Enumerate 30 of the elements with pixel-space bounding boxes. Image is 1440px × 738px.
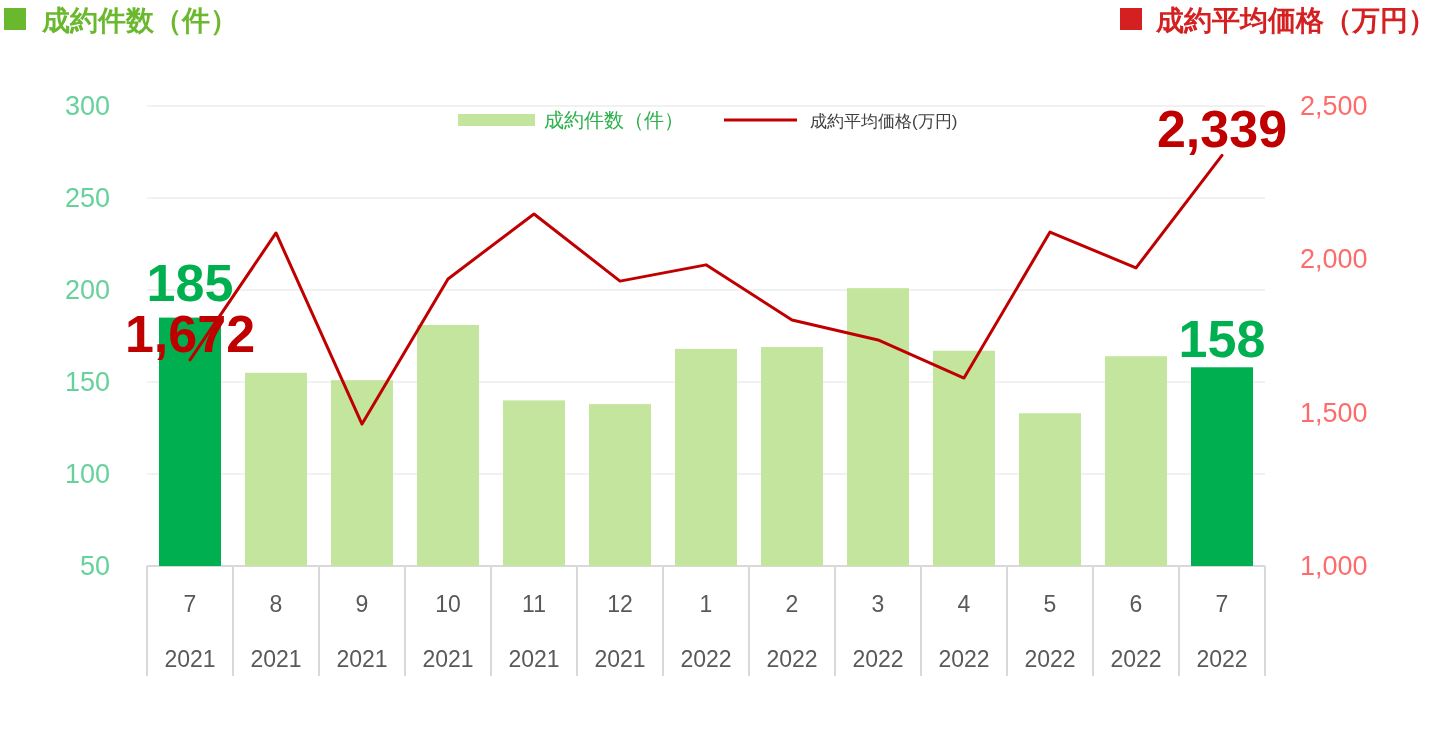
- category-label: 6 2022: [1110, 591, 1162, 672]
- category-label: 9 2021: [336, 591, 388, 672]
- y-axis-title: 成約件数（件）: [41, 5, 238, 36]
- y2-tick-label: 1,500: [1300, 397, 1368, 428]
- category-label: 4 2022: [938, 591, 990, 672]
- y-tick-label: 100: [64, 459, 110, 489]
- y-tick-label: 200: [64, 275, 110, 305]
- data-label: 158: [1178, 310, 1266, 369]
- legend-label: 成約件数（件）: [544, 109, 684, 131]
- y-tick-label: 50: [79, 551, 110, 581]
- category-label: 5 2022: [1024, 591, 1076, 672]
- category-label: 8 2021: [250, 591, 302, 672]
- category-label: 7 2022: [1196, 591, 1248, 672]
- y2-tick-label: 2,000: [1300, 244, 1368, 275]
- category-label: 12 2021: [594, 591, 646, 672]
- data-label: 2,339: [1156, 100, 1288, 159]
- data-label: 185: [146, 253, 234, 312]
- category-label: 3 2022: [852, 591, 904, 672]
- y2-axis-title: 成約平均価格（万円）: [1155, 5, 1436, 36]
- y-tick-label: 150: [64, 367, 110, 397]
- category-label: 1 2022: [680, 591, 732, 672]
- category-label: 10 2021: [422, 591, 474, 672]
- category-label: 7 2021: [164, 591, 216, 672]
- y2-tick-label: 2,500: [1300, 91, 1368, 121]
- category-label: 2 2022: [766, 591, 818, 672]
- y-tick-label: 300: [64, 91, 110, 121]
- y-tick-label: 250: [64, 183, 110, 213]
- legend-label: 成約平均価格(万円): [810, 112, 958, 131]
- category-label: 11 2021: [508, 591, 560, 672]
- y2-tick-label: 1,000: [1300, 551, 1368, 581]
